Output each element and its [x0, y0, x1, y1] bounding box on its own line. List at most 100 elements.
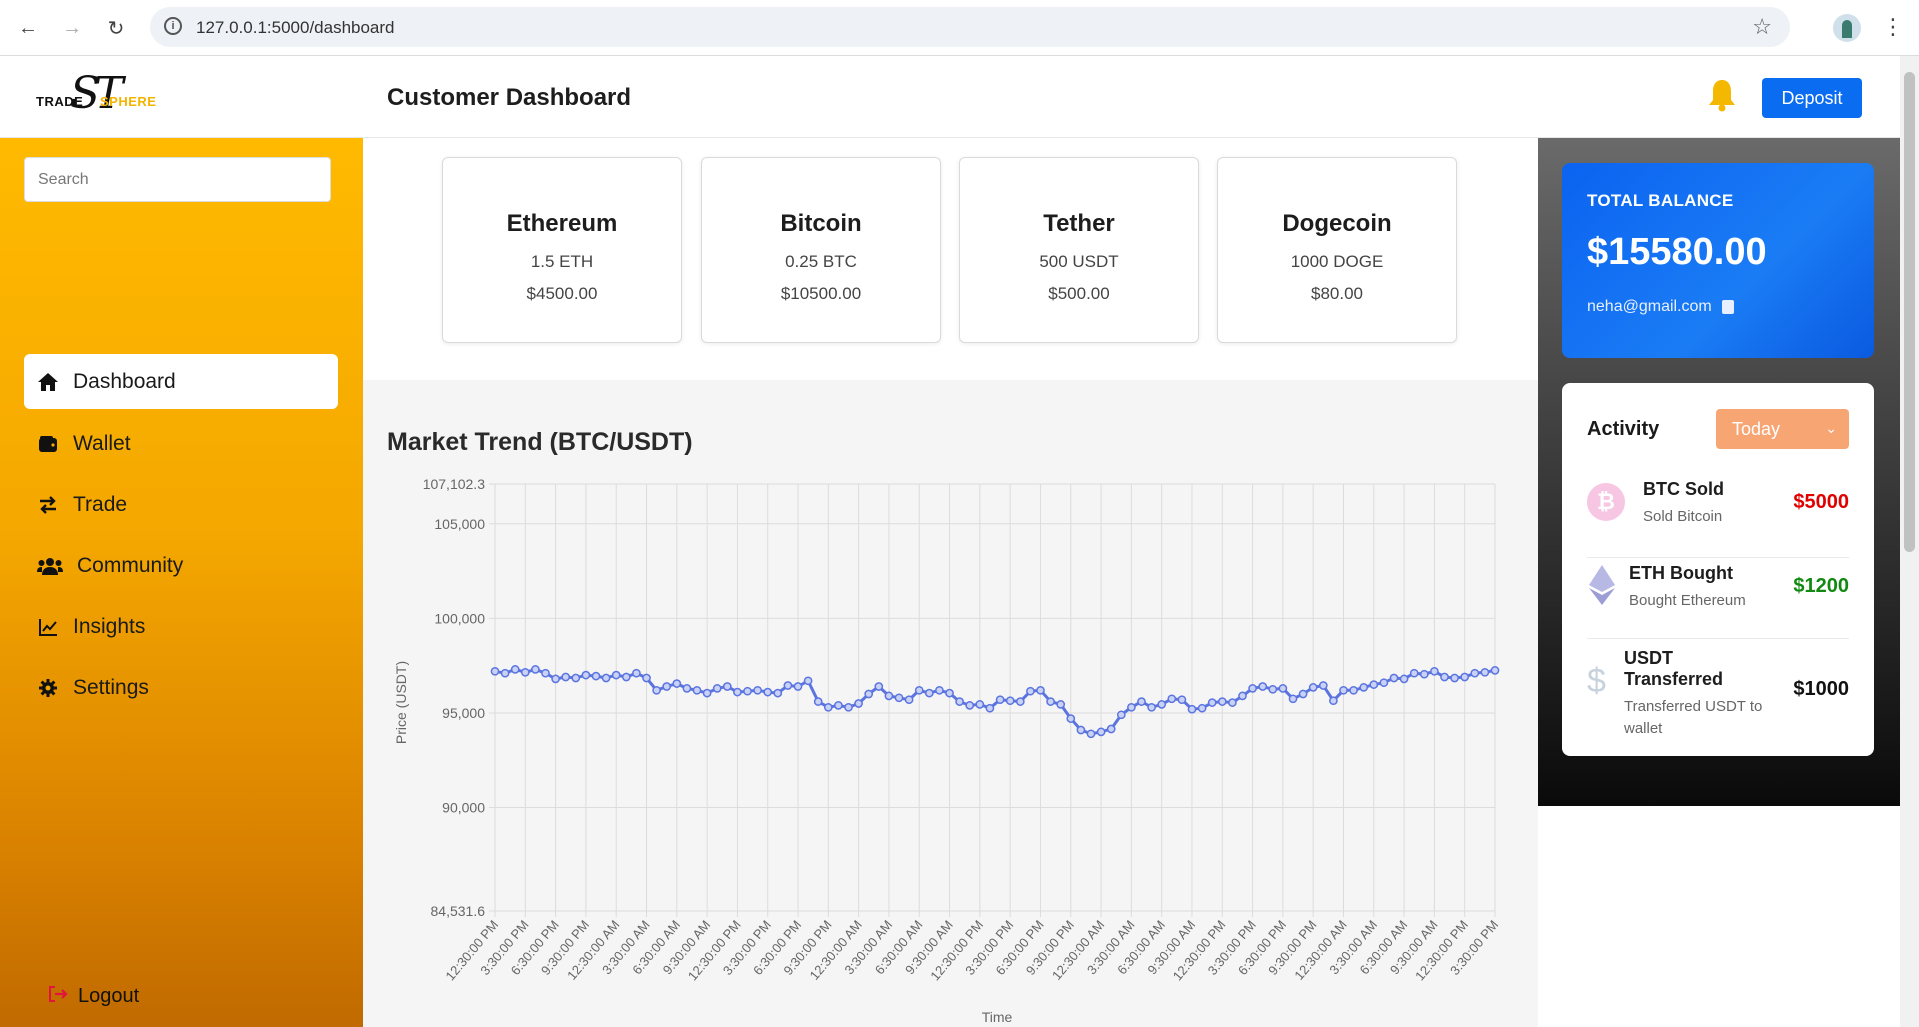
coin-card-tether[interactable]: Tether 500 USDT $500.00: [959, 157, 1199, 343]
sidebar-item-label: Settings: [73, 675, 149, 699]
activity-item[interactable]: $ USDT Transferred Transferred USDT to w…: [1587, 640, 1849, 737]
price-point: [520, 667, 530, 677]
balance-amount: $15580.00: [1587, 231, 1767, 273]
price-point: [1399, 674, 1409, 684]
bell-icon[interactable]: [1707, 78, 1737, 112]
price-point: [1339, 685, 1348, 695]
activity-item-title: USDT Transferred: [1624, 648, 1724, 689]
sidebar-item-label: Wallet: [73, 431, 131, 455]
page-scrollbar[interactable]: [1900, 56, 1919, 1027]
browser-menu-icon[interactable]: ⋮: [1882, 14, 1904, 39]
activity-title: Activity: [1587, 418, 1660, 440]
price-point: [490, 666, 500, 676]
price-point: [823, 702, 833, 712]
coin-card-ethereum[interactable]: Ethereum 1.5 ETH $4500.00: [442, 157, 682, 343]
price-point: [793, 682, 803, 691]
price-point: [1349, 685, 1358, 695]
price-point: [985, 703, 995, 713]
logout-button[interactable]: Logout: [48, 985, 139, 1008]
activity-item[interactable]: ₿ BTC Sold Sold Bitcoin $5000: [1587, 479, 1849, 558]
page-title: Customer Dashboard: [387, 84, 632, 111]
activity-item-amount: $1000: [1793, 678, 1849, 700]
price-point: [1318, 681, 1328, 690]
sidebar-item-insights[interactable]: Insights: [24, 599, 338, 654]
y-tick-label: 107,102.3: [423, 476, 485, 492]
logo-trade-text: TRADE: [36, 94, 84, 109]
price-point: [702, 688, 712, 698]
market-trend-chart[interactable]: 107,102.3 105,000 100,000 95,000 90,000 84,53…: [380, 465, 1510, 1027]
chart-line-icon: [37, 616, 59, 638]
address-bar[interactable]: i 127.0.0.1:5000/dashboard ☆: [150, 7, 1790, 47]
activity-item-title: BTC Sold: [1643, 479, 1724, 499]
scrollbar-thumb[interactable]: [1904, 72, 1915, 552]
sidebar-item-settings[interactable]: Settings: [24, 660, 338, 715]
reload-icon[interactable]: ↻: [107, 17, 125, 40]
activity-item-amount: $1200: [1793, 575, 1849, 597]
price-point: [591, 671, 601, 681]
y-tick-label: 84,531.6: [431, 903, 486, 919]
coin-amount: 500 USDT: [1039, 252, 1119, 271]
copy-icon[interactable]: [1721, 300, 1734, 314]
sidebar-item-dashboard[interactable]: Dashboard: [24, 354, 338, 409]
market-trend-area: [363, 380, 1538, 1027]
price-point: [1419, 669, 1429, 679]
price-point: [672, 679, 682, 688]
price-point: [1379, 678, 1389, 688]
coin-value: $500.00: [1048, 284, 1110, 303]
price-point: [884, 691, 894, 701]
price-point: [1056, 700, 1066, 709]
url-text[interactable]: 127.0.0.1:5000/dashboard: [196, 18, 395, 37]
price-point: [1480, 667, 1490, 677]
coin-name: Tether: [1043, 210, 1115, 237]
activity-item-title: ETH Bought: [1629, 563, 1733, 583]
gear-icon: [37, 677, 59, 699]
sidebar-item-wallet[interactable]: Wallet: [24, 416, 338, 471]
deposit-button[interactable]: Deposit: [1762, 78, 1862, 118]
price-point: [955, 697, 964, 706]
price-point: [904, 695, 914, 705]
price-point: [1177, 695, 1187, 705]
sidebar-item-community[interactable]: Community: [24, 538, 338, 593]
price-point: [753, 685, 762, 695]
bookmark-star-icon[interactable]: ☆: [1752, 14, 1772, 39]
price-point: [1258, 682, 1268, 691]
email-text: neha@gmail.com: [1587, 298, 1712, 315]
price-point: [995, 695, 1005, 705]
price-point: [642, 673, 651, 683]
search-input[interactable]: [24, 157, 331, 202]
price-point: [1217, 697, 1227, 706]
y-tick-label: 90,000: [442, 800, 485, 816]
chevron-down-icon: ⌄: [1825, 420, 1837, 436]
activity-filter-select[interactable]: Today ⌄: [1716, 409, 1849, 449]
account-email: neha@gmail.com: [1587, 298, 1734, 316]
exchange-icon: [37, 494, 59, 516]
activity-item[interactable]: ETH Bought Bought Ethereum $1200: [1587, 559, 1849, 639]
price-point: [682, 684, 692, 693]
price-point: [581, 670, 591, 680]
profile-avatar[interactable]: [1833, 14, 1861, 42]
price-point: [803, 676, 813, 686]
price-point: [1157, 700, 1167, 709]
price-point: [551, 674, 560, 684]
price-point: [1086, 729, 1096, 739]
balance-label: TOTAL BALANCE: [1587, 191, 1734, 210]
price-point: [763, 687, 773, 697]
price-point: [874, 682, 884, 691]
sidebar-item-label: Dashboard: [73, 369, 176, 393]
coin-card-bitcoin[interactable]: Bitcoin 0.25 BTC $10500.00: [701, 157, 941, 343]
price-line: [494, 667, 1496, 736]
price-point: [1450, 673, 1459, 683]
tradesphere-logo[interactable]: ST TRADE SPHERE: [36, 68, 156, 126]
coin-card-dogecoin[interactable]: Dogecoin 1000 DOGE $80.00: [1217, 157, 1457, 343]
coin-value: $4500.00: [526, 284, 598, 303]
y-axis-label: Price (USDT): [393, 661, 409, 744]
activity-item-amount: $5000: [1793, 491, 1849, 513]
site-info-icon[interactable]: i: [164, 17, 182, 35]
sidebar-item-trade[interactable]: Trade: [24, 477, 338, 532]
y-tick-label: 105,000: [434, 516, 485, 532]
ethereum-icon: [1589, 565, 1617, 605]
price-point: [844, 702, 853, 712]
logout-icon: [48, 986, 68, 1007]
forward-icon[interactable]: →: [62, 16, 82, 39]
back-icon[interactable]: ←: [18, 16, 38, 39]
